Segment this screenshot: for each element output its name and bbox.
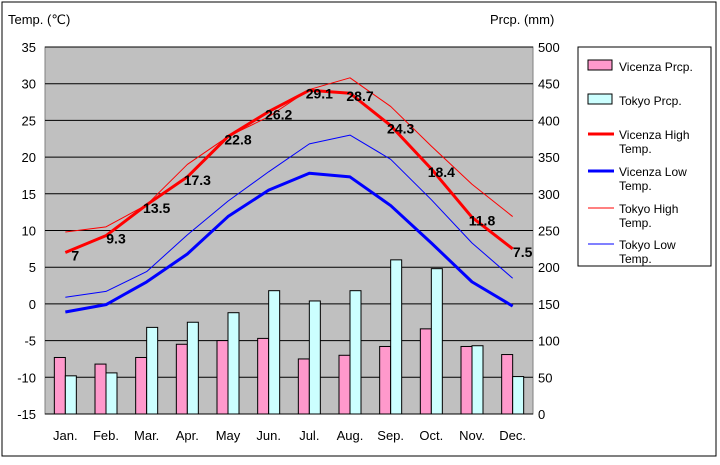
legend-label: Tokyo High Temp.: [619, 202, 678, 230]
bar-tokyo-prcp: [471, 345, 484, 415]
x-tick-label: Nov.: [459, 428, 485, 443]
bar-vicenza-prcp: [419, 328, 432, 415]
bar-tokyo-prcp: [105, 372, 118, 415]
data-label: 29.1: [306, 85, 333, 101]
data-label: 24.3: [387, 121, 414, 137]
x-tick-label: Dec.: [499, 428, 526, 443]
bar-vicenza-prcp: [257, 337, 270, 415]
line-tokyo-low-temp: [65, 134, 513, 298]
x-tick-label: Jun.: [256, 428, 281, 443]
legend-label: Vicenza High Temp.: [619, 128, 690, 156]
bar-vicenza-prcp: [338, 354, 351, 415]
x-tick-label: Jan.: [53, 428, 78, 443]
y-left-tick-label: 5: [29, 260, 36, 275]
y-left-tick-label: 20: [22, 150, 36, 165]
y-left-tick-label: 30: [22, 77, 36, 92]
y-right-tick-label: 450: [538, 77, 560, 92]
data-label: 7.5: [513, 244, 533, 260]
data-label: 17.3: [184, 172, 211, 188]
y-left-tick-label: -10: [17, 370, 36, 385]
line-group: [64, 77, 514, 314]
data-label-group: 7 9.3 13.5 17.3 22.8 26.2 29.1 28.7 24.3 18.4 11.8…: [71, 85, 532, 263]
bar-vicenza-prcp: [135, 356, 148, 415]
bar-vicenza-prcp: [501, 354, 514, 415]
legend-label: Vicenza Low Temp.: [619, 165, 687, 193]
line-tokyo-high-temp: [65, 77, 513, 233]
data-label: 13.5: [143, 200, 170, 216]
y-right-tick-label: 100: [538, 334, 560, 349]
bar-vicenza-prcp: [94, 363, 107, 415]
x-tick-label: Aug.: [337, 428, 364, 443]
y-right-tick-label: 300: [538, 187, 560, 202]
y-right-tick-label: 250: [538, 224, 560, 239]
bar-tokyo-prcp: [349, 290, 362, 415]
bar-vicenza-prcp: [216, 340, 229, 415]
legend-label: Tokyo Prcp.: [619, 94, 682, 108]
data-label: 26.2: [265, 107, 292, 123]
y-right-tick-label: 0: [538, 407, 545, 422]
y-left-tick-label: -15: [17, 407, 36, 422]
y-right-tick-label: 50: [538, 370, 552, 385]
y-left-tick-label: 10: [22, 224, 36, 239]
legend-swatch: [587, 93, 613, 105]
y-left-tick-label: -5: [24, 334, 36, 349]
y-right-axis-title: Prcp. (mm): [490, 12, 554, 27]
y-left-tick-label: 0: [29, 297, 36, 312]
y-left-tick-label: 15: [22, 187, 36, 202]
data-label: 9.3: [106, 231, 126, 247]
bar-vicenza-prcp: [297, 358, 310, 415]
x-tick-label: Apr.: [176, 428, 199, 443]
bar-tokyo-prcp: [430, 268, 443, 415]
data-label: 18.4: [428, 164, 455, 180]
bar-tokyo-prcp: [512, 376, 525, 415]
x-tick-label: Feb.: [93, 428, 119, 443]
bar-vicenza-prcp: [379, 345, 392, 415]
y-right-tick-label: 350: [538, 150, 560, 165]
bar-vicenza-prcp: [460, 345, 473, 415]
bar-tokyo-prcp: [308, 300, 321, 415]
x-tick-label: Mar.: [134, 428, 159, 443]
x-tick-labels: Jan. Feb. Mar. Apr. May Jun. Jul. Aug. Sep. Oct. N…: [53, 428, 526, 443]
bar-group: [53, 259, 525, 415]
x-tick-label: May: [216, 428, 241, 443]
x-tick-label: Sep.: [377, 428, 404, 443]
data-label: 28.7: [346, 88, 373, 104]
x-tick-label: Jul.: [299, 428, 319, 443]
bar-tokyo-prcp: [146, 326, 159, 415]
legend: Vicenza Prcp. Tokyo Prcp. Vicenza High Temp…: [587, 59, 693, 266]
line-vicenza-high-temp: [64, 88, 514, 254]
legend-swatch: [587, 59, 613, 71]
bar-tokyo-prcp: [268, 290, 281, 415]
y-right-tick-label: 200: [538, 260, 560, 275]
data-label: 11.8: [469, 212, 496, 228]
y-left-tick-label: 35: [22, 40, 36, 55]
bar-vicenza-prcp: [53, 356, 66, 415]
y-left-ticks: 35 30 25 20 15 10 5 0 -5 -10 -15: [17, 40, 36, 422]
legend-box: [577, 46, 712, 267]
line-vicenza-low-temp: [65, 171, 514, 314]
bar-tokyo-prcp: [186, 321, 199, 415]
y-left-axis-title: Temp. (℃): [8, 12, 70, 27]
bar-tokyo-prcp: [390, 259, 403, 415]
data-label: 22.8: [224, 132, 251, 148]
y-right-tick-label: 400: [538, 113, 560, 128]
y-left-tick-label: 25: [22, 113, 36, 128]
data-label: 7: [71, 248, 79, 264]
bar-tokyo-prcp: [64, 375, 77, 415]
bar-vicenza-prcp: [175, 343, 188, 415]
legend-label: Vicenza Prcp.: [619, 60, 693, 74]
x-tick-label: Oct.: [419, 428, 443, 443]
bar-tokyo-prcp: [227, 312, 240, 415]
y-right-tick-label: 150: [538, 297, 560, 312]
y-right-tick-label: 500: [538, 40, 560, 55]
legend-label: Tokyo Low Temp.: [619, 238, 676, 266]
